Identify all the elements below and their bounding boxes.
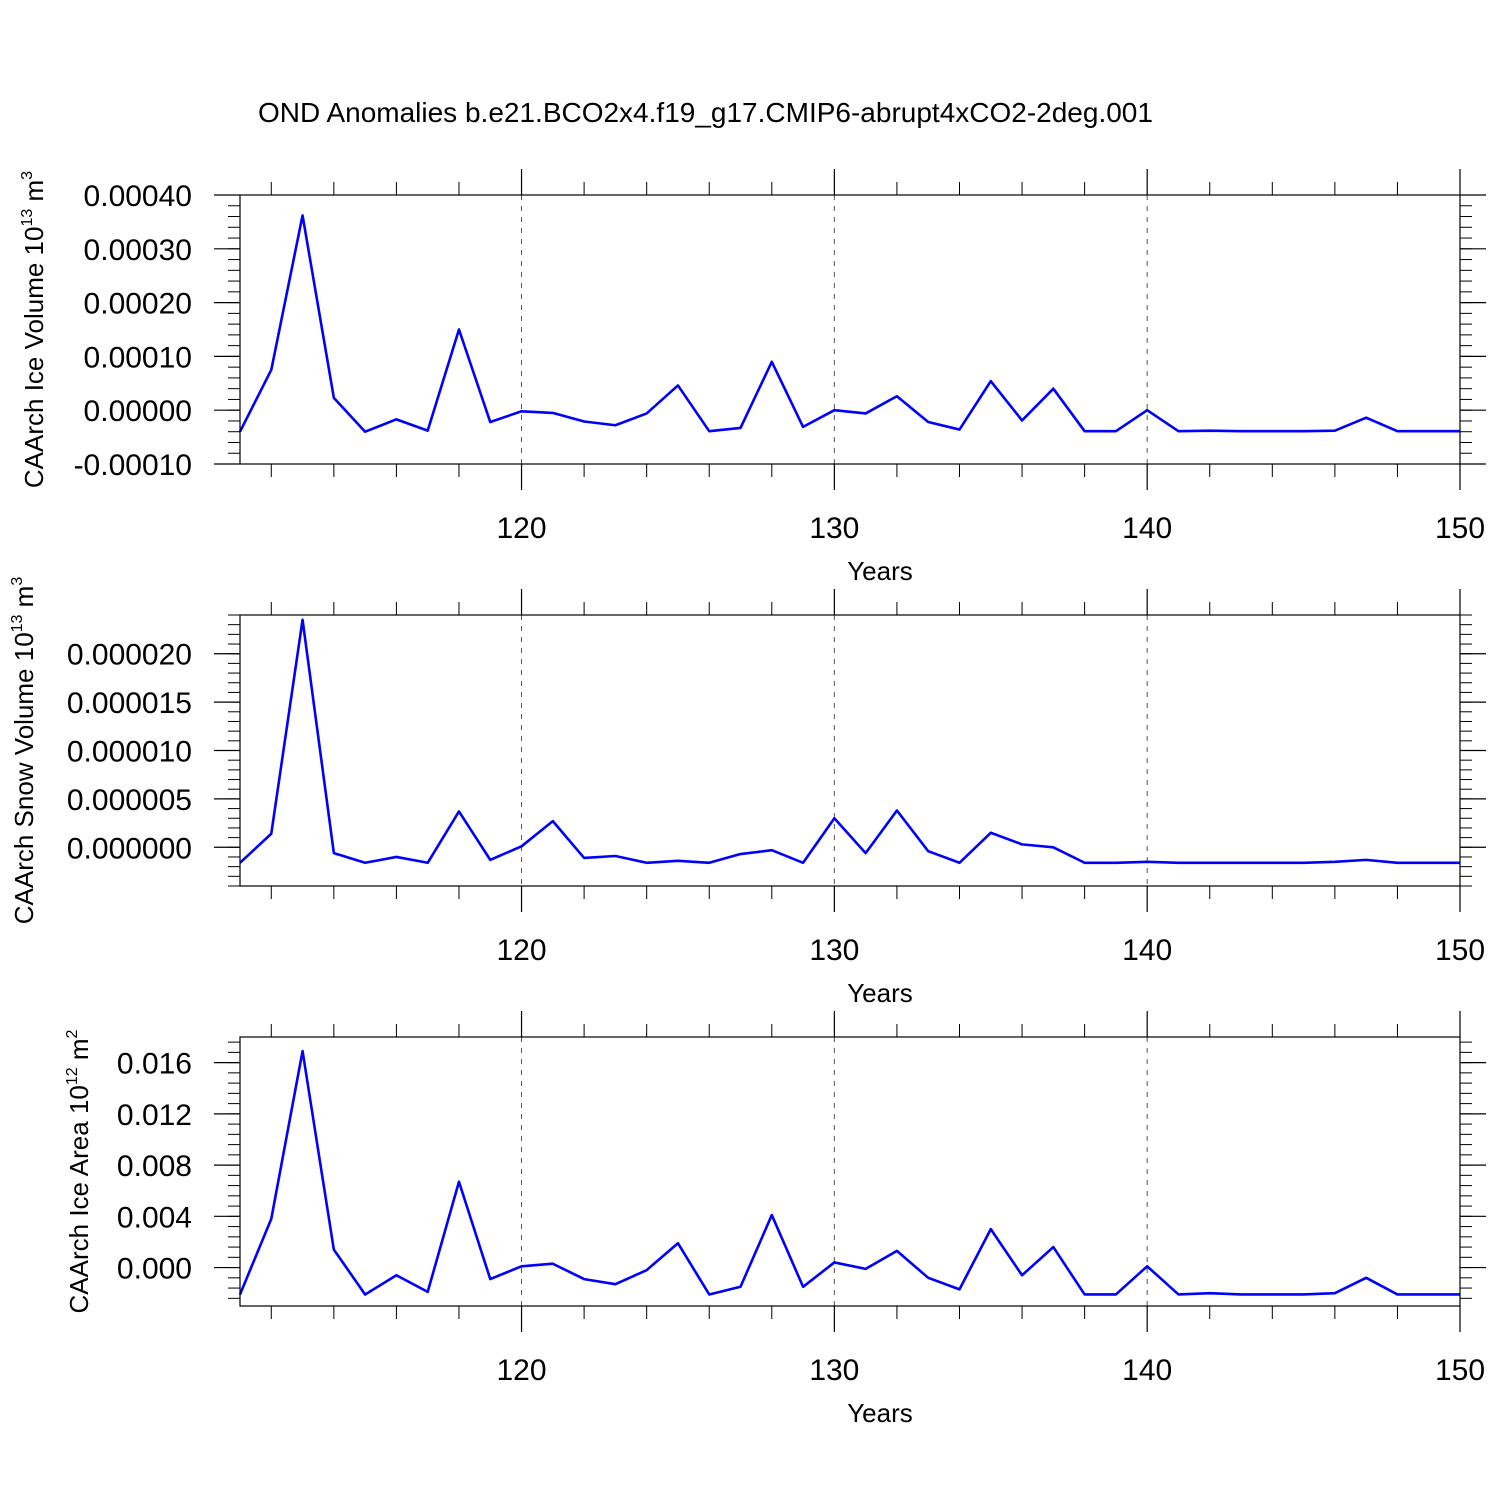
- x-axis-label: Years: [847, 556, 913, 586]
- x-tick-label: 150: [1435, 934, 1485, 967]
- x-tick-label: 130: [809, 512, 859, 545]
- y-axis-label-space: [9, 607, 39, 614]
- y-tick-label: -0.00010: [74, 449, 192, 482]
- y-tick-label: 0.000015: [67, 687, 192, 720]
- y-tick-label: 0.00030: [84, 234, 192, 267]
- x-axis-label: Years: [847, 1398, 913, 1428]
- series-line: [238, 1049, 1460, 1296]
- y-axis-label-unit-exp: 3: [9, 577, 26, 586]
- panel-3: 120 130 140 150 Years 0.000 0.004 0.008 0.012 0.0…: [64, 1011, 1486, 1428]
- y-axis-label-unit-exp: 3: [19, 171, 36, 180]
- y-tick-label: 0.000000: [67, 832, 192, 865]
- y-tick-label: 0.00040: [84, 180, 192, 213]
- y-axis-label-unit-exp: 2: [64, 1029, 81, 1038]
- y-tick-label: 0.000: [117, 1253, 192, 1286]
- x-tick-label: 120: [497, 1354, 547, 1387]
- x-tick-label: 120: [497, 934, 547, 967]
- x-tick-label: 130: [809, 1354, 859, 1387]
- y-axis-label-exp: 13: [9, 614, 26, 632]
- y-axis-label-exp: 13: [19, 209, 36, 227]
- y-axis-label-unit: m: [19, 180, 49, 202]
- y-tick-label: 0.00020: [84, 288, 192, 321]
- y-tick-label: 0.004: [117, 1201, 192, 1234]
- y-tick-label: 0.000020: [67, 639, 192, 672]
- y-tick-label: 0.000010: [67, 736, 192, 769]
- x-tick-label: 140: [1122, 934, 1172, 967]
- panels: 120 130 140 150 Years -0.00010 0.00000 0.00010 0…: [9, 169, 1486, 1428]
- y-axis-label-main: CAArch Ice Area 10: [64, 1085, 94, 1313]
- plot-frame: [239, 194, 1461, 465]
- y-axis-label: CAArch Ice Area 1012 m2: [64, 1029, 94, 1313]
- y-axis-label: CAArch Ice Volume 1013 m3: [19, 171, 49, 488]
- x-tick-label: 130: [809, 934, 859, 967]
- y-axis-label-main: CAArch Snow Volume 10: [9, 632, 39, 924]
- y-tick-label: 0.00010: [84, 341, 192, 374]
- y-axis-label-main: CAArch Ice Volume 10: [19, 227, 49, 489]
- y-tick-label: 0.000005: [67, 784, 192, 817]
- x-tick-label: 140: [1122, 1354, 1172, 1387]
- figure-title: OND Anomalies b.e21.BCO2x4.f19_g17.CMIP6…: [258, 97, 1153, 128]
- x-tick-label: 120: [497, 512, 547, 545]
- y-axis-label: CAArch Snow Volume 1013 m3: [9, 577, 39, 925]
- y-axis-label-space: [19, 201, 49, 208]
- y-tick-label: 0.012: [117, 1099, 192, 1132]
- y-tick-label: 0.016: [117, 1048, 192, 1081]
- y-axis-label-space: [64, 1060, 94, 1067]
- x-tick-label: 140: [1122, 512, 1172, 545]
- y-axis-label-exp: 12: [64, 1067, 81, 1085]
- x-axis-label: Years: [847, 978, 913, 1008]
- series-line: [239, 618, 1460, 865]
- panel-1: 120 130 140 150 Years -0.00010 0.00000 0.00010 0…: [19, 169, 1486, 586]
- x-tick-label: 150: [1435, 1354, 1485, 1387]
- plot-frame: [239, 1036, 1461, 1307]
- y-axis-label-unit: m: [9, 586, 39, 608]
- y-tick-label: 0.008: [117, 1150, 192, 1183]
- x-tick-label: 150: [1435, 512, 1485, 545]
- y-axis-label-unit: m: [64, 1038, 94, 1060]
- series-line: [238, 214, 1460, 434]
- y-tick-label: 0.00000: [84, 395, 192, 428]
- panel-2: 120 130 140 150 Years 0.000000 0.000005 0.00001…: [9, 577, 1486, 1008]
